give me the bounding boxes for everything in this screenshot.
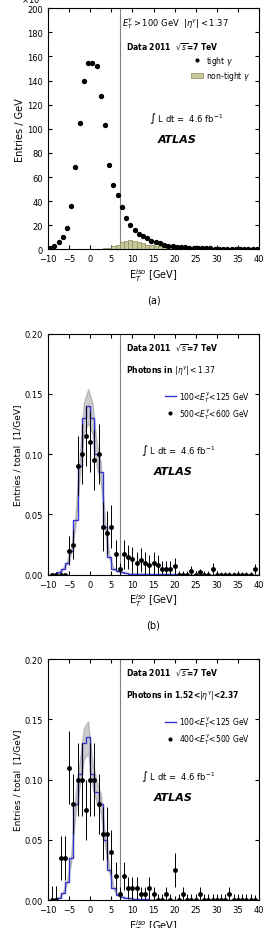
Point: [229, 242, 234, 257]
Point: [217, 242, 221, 257]
Point: [111, 179, 116, 194]
Point: [242, 242, 246, 257]
Text: (b): (b): [147, 620, 160, 630]
Bar: [111, 247, 116, 250]
Bar: [158, 247, 162, 250]
Point: [95, 59, 99, 74]
Text: $\int$ L dt =  4.6 fb$^{-1}$: $\int$ L dt = 4.6 fb$^{-1}$: [149, 110, 223, 125]
Point: [107, 159, 111, 174]
Point: [52, 239, 57, 254]
Y-axis label: Entries / total  [1/GeV]: Entries / total [1/GeV]: [13, 729, 22, 831]
Point: [145, 232, 149, 247]
Text: ATLAS: ATLAS: [154, 467, 193, 477]
Point: [116, 188, 120, 203]
Point: [166, 239, 170, 254]
Text: Photons in 1.52<$|\eta^{\gamma}|$<2.37: Photons in 1.52<$|\eta^{\gamma}|$<2.37: [126, 689, 240, 702]
Bar: [170, 249, 175, 250]
Point: [103, 119, 107, 134]
Point: [234, 242, 238, 257]
Text: $\times10^2$: $\times10^2$: [21, 0, 44, 6]
Y-axis label: Entries / total  [1/GeV]: Entries / total [1/GeV]: [13, 404, 22, 506]
Legend: tight $\gamma$, non-tight $\gamma$: tight $\gamma$, non-tight $\gamma$: [188, 52, 253, 86]
Point: [82, 74, 86, 89]
Bar: [128, 241, 132, 250]
Point: [77, 116, 82, 131]
Text: $\int$ L dt =  4.6 fb$^{-1}$: $\int$ L dt = 4.6 fb$^{-1}$: [141, 443, 215, 458]
Bar: [175, 249, 179, 250]
Point: [141, 229, 145, 244]
Text: Data 2011  $\sqrt{s}$=7 TeV: Data 2011 $\sqrt{s}$=7 TeV: [126, 41, 219, 52]
Point: [132, 224, 137, 238]
Point: [73, 161, 78, 175]
Point: [179, 240, 183, 255]
Bar: [103, 249, 107, 250]
Point: [246, 242, 251, 257]
Point: [200, 241, 204, 256]
Point: [69, 200, 73, 214]
Point: [128, 219, 132, 234]
Bar: [132, 241, 137, 250]
X-axis label: E$_T^{iso}$ [GeV]: E$_T^{iso}$ [GeV]: [129, 917, 178, 928]
Text: (a): (a): [147, 295, 160, 305]
Point: [187, 241, 191, 256]
Text: Data 2011  $\sqrt{s}$=7 TeV: Data 2011 $\sqrt{s}$=7 TeV: [126, 666, 219, 677]
Point: [86, 56, 90, 71]
Legend: 100<$E_T^{\gamma}$<125 GeV, 400<$E_T^{\gamma}$<500 GeV: 100<$E_T^{\gamma}$<125 GeV, 400<$E_T^{\g…: [162, 712, 253, 749]
Point: [208, 241, 213, 256]
Point: [191, 241, 196, 256]
Point: [99, 90, 103, 105]
Point: [57, 236, 61, 251]
Point: [124, 212, 128, 226]
Point: [158, 237, 162, 251]
Point: [213, 242, 217, 257]
Point: [255, 242, 259, 257]
Legend: 100<$E_T^{\gamma}$<125 GeV, 500<$E_T^{\gamma}$<600 GeV: 100<$E_T^{\gamma}$<125 GeV, 500<$E_T^{\g…: [162, 386, 253, 424]
Bar: [116, 245, 120, 250]
Text: $E_T^{\gamma}>100$ GeV  $|\eta^{\gamma}|<1.37$: $E_T^{\gamma}>100$ GeV $|\eta^{\gamma}|<…: [122, 17, 229, 32]
Bar: [149, 246, 154, 250]
Text: Data 2011  $\sqrt{s}$=7 TeV: Data 2011 $\sqrt{s}$=7 TeV: [126, 342, 219, 353]
Bar: [183, 249, 187, 250]
Text: ATLAS: ATLAS: [154, 792, 193, 802]
Point: [137, 227, 141, 242]
X-axis label: E$_T^{iso}$ [GeV]: E$_T^{iso}$ [GeV]: [129, 266, 178, 283]
Point: [204, 241, 209, 256]
Point: [154, 236, 158, 251]
Point: [162, 238, 166, 252]
Text: Photons in $|\eta^{\gamma}|<1.37$: Photons in $|\eta^{\gamma}|<1.37$: [126, 363, 216, 376]
Bar: [187, 249, 191, 250]
Point: [221, 242, 225, 257]
Bar: [154, 247, 158, 250]
Point: [120, 200, 124, 215]
Point: [65, 221, 69, 236]
Bar: [145, 245, 149, 250]
Bar: [124, 241, 128, 250]
Y-axis label: Entries / GeV: Entries / GeV: [14, 97, 25, 161]
Point: [170, 239, 175, 254]
Bar: [166, 248, 170, 250]
Point: [175, 240, 179, 255]
Bar: [120, 243, 124, 250]
Point: [250, 242, 255, 257]
Text: ATLAS: ATLAS: [158, 135, 197, 145]
X-axis label: E$_T^{iso}$ [GeV]: E$_T^{iso}$ [GeV]: [129, 592, 178, 609]
Bar: [141, 244, 145, 250]
Point: [183, 240, 187, 255]
Text: $\int$ L dt =  4.6 fb$^{-1}$: $\int$ L dt = 4.6 fb$^{-1}$: [141, 767, 215, 782]
Point: [61, 230, 65, 245]
Point: [238, 242, 242, 257]
Bar: [179, 249, 183, 250]
Point: [225, 242, 230, 257]
Bar: [107, 249, 111, 250]
Point: [196, 241, 200, 256]
Point: [90, 56, 95, 71]
Bar: [162, 248, 166, 250]
Point: [149, 234, 154, 249]
Point: [48, 241, 52, 256]
Bar: [137, 243, 141, 250]
